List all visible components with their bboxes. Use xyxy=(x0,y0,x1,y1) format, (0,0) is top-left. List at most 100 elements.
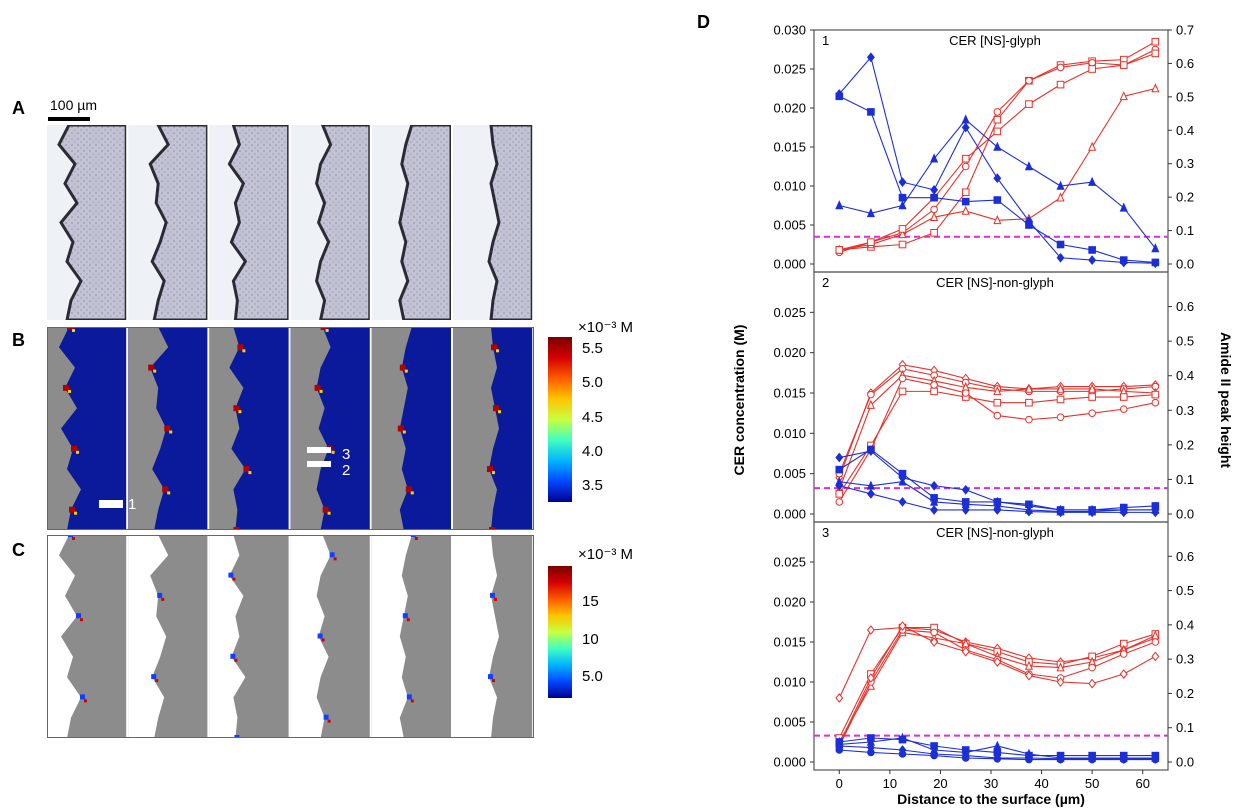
data-point xyxy=(835,480,844,491)
y-tick-label-left: 0.000 xyxy=(773,257,806,272)
data-point xyxy=(961,122,970,133)
data-point xyxy=(898,374,907,383)
panel-number: 2 xyxy=(822,275,829,290)
colorbar-c-tick: 15 xyxy=(582,593,599,610)
x-tick-label: 50 xyxy=(1085,776,1099,791)
colorbar-c xyxy=(548,566,572,698)
data-point xyxy=(898,476,907,486)
y-tick-label-right: 0.3 xyxy=(1176,156,1194,171)
data-point xyxy=(1056,677,1065,687)
y-tick-label-right: 0.3 xyxy=(1176,403,1194,418)
y-tick-label-right: 0.0 xyxy=(1176,257,1194,272)
data-point xyxy=(1119,257,1128,268)
data-point xyxy=(1025,76,1033,85)
data-point xyxy=(1119,61,1128,69)
data-point xyxy=(993,115,1002,124)
data-point xyxy=(898,177,907,187)
y-tick-label-right: 0.5 xyxy=(1176,583,1194,598)
data-point xyxy=(930,637,939,647)
y-tick-label-left: 0.010 xyxy=(773,675,806,690)
data-point xyxy=(1056,755,1065,764)
data-point xyxy=(1119,507,1128,518)
data-point xyxy=(961,484,970,495)
data-point xyxy=(1025,755,1033,764)
data-point xyxy=(961,114,970,124)
chart-panel-1: 0.000 0.005 0.010 0.015 0.020 0.025 0.030 0.0 0.… xyxy=(773,23,1194,273)
data-point xyxy=(898,225,907,233)
y-tick-label-right: 0.5 xyxy=(1176,89,1194,104)
y-tick-label-left: 0.025 xyxy=(773,305,806,320)
data-point xyxy=(993,173,1002,184)
line-charts-d: 0.0000.0050.0100.0150.0200.0250.0300.00.… xyxy=(731,23,1234,808)
series-line xyxy=(838,390,1156,495)
data-point xyxy=(1119,405,1128,413)
colorbar-b-tick: 3.5 xyxy=(582,477,603,494)
panel-letter-c: C xyxy=(12,540,25,560)
data-point xyxy=(1056,180,1065,190)
data-point xyxy=(898,750,907,758)
data-point xyxy=(1088,141,1097,151)
data-point xyxy=(993,505,1002,515)
data-point xyxy=(835,200,844,210)
data-point xyxy=(898,193,907,202)
data-point xyxy=(1088,176,1097,186)
data-point xyxy=(1056,413,1065,422)
y-tick-label-left: 0.005 xyxy=(773,715,806,730)
data-point xyxy=(930,185,939,195)
data-point xyxy=(993,398,1002,407)
data-point xyxy=(1119,650,1128,658)
data-point xyxy=(930,387,938,396)
series-line xyxy=(838,56,1156,264)
data-point xyxy=(867,445,875,454)
y-axis-label-right: Amide II peak height xyxy=(1218,332,1234,468)
data-point xyxy=(1088,58,1096,67)
data-point xyxy=(1088,755,1096,764)
marker-1: 1 xyxy=(128,496,137,513)
panel-letter-a: A xyxy=(12,98,25,118)
data-point xyxy=(1119,755,1128,764)
data-point xyxy=(835,452,844,463)
data-point xyxy=(835,693,844,703)
data-point xyxy=(867,748,875,757)
data-point xyxy=(1088,507,1097,518)
data-point xyxy=(1056,192,1065,202)
data-point xyxy=(1056,252,1065,263)
y-tick-label-right: 0.6 xyxy=(1176,549,1194,564)
concentration-map-b xyxy=(47,327,534,530)
data-point xyxy=(961,505,970,515)
data-point xyxy=(1151,638,1160,646)
data-point xyxy=(866,207,875,218)
data-point xyxy=(993,657,1002,667)
data-point xyxy=(1088,246,1096,254)
data-point xyxy=(1056,383,1065,393)
data-point xyxy=(930,229,938,237)
y-tick-label-left: 0.005 xyxy=(773,466,806,481)
data-point xyxy=(930,751,938,760)
data-point xyxy=(1056,63,1065,72)
colorbar-b-tick: 4.5 xyxy=(582,409,603,426)
marker-2: 2 xyxy=(342,462,351,479)
data-point xyxy=(993,411,1002,420)
data-point xyxy=(1088,383,1097,393)
data-point xyxy=(930,381,938,389)
y-tick-label-right: 0.6 xyxy=(1176,299,1194,314)
data-point xyxy=(930,211,939,221)
data-point xyxy=(1151,258,1160,269)
colorbar-b-tick: 5.0 xyxy=(582,374,603,391)
y-tick-label-right: 0.3 xyxy=(1176,652,1194,667)
data-point xyxy=(1024,660,1033,670)
concentration-map-c xyxy=(47,535,534,738)
panel-number: 1 xyxy=(822,33,829,48)
data-point xyxy=(993,196,1002,204)
data-point xyxy=(1151,83,1160,93)
data-point xyxy=(930,153,939,163)
data-point xyxy=(1025,100,1033,108)
y-axis-label-left: CER concentration (M) xyxy=(731,325,747,476)
y-tick-label-right: 0.4 xyxy=(1176,368,1194,383)
data-point xyxy=(961,205,970,215)
x-tick-label: 0 xyxy=(836,776,843,791)
data-point xyxy=(898,469,907,478)
y-tick-label-right: 0.0 xyxy=(1176,755,1194,770)
y-tick-label-left: 0.025 xyxy=(773,555,806,570)
data-point xyxy=(1056,662,1065,672)
